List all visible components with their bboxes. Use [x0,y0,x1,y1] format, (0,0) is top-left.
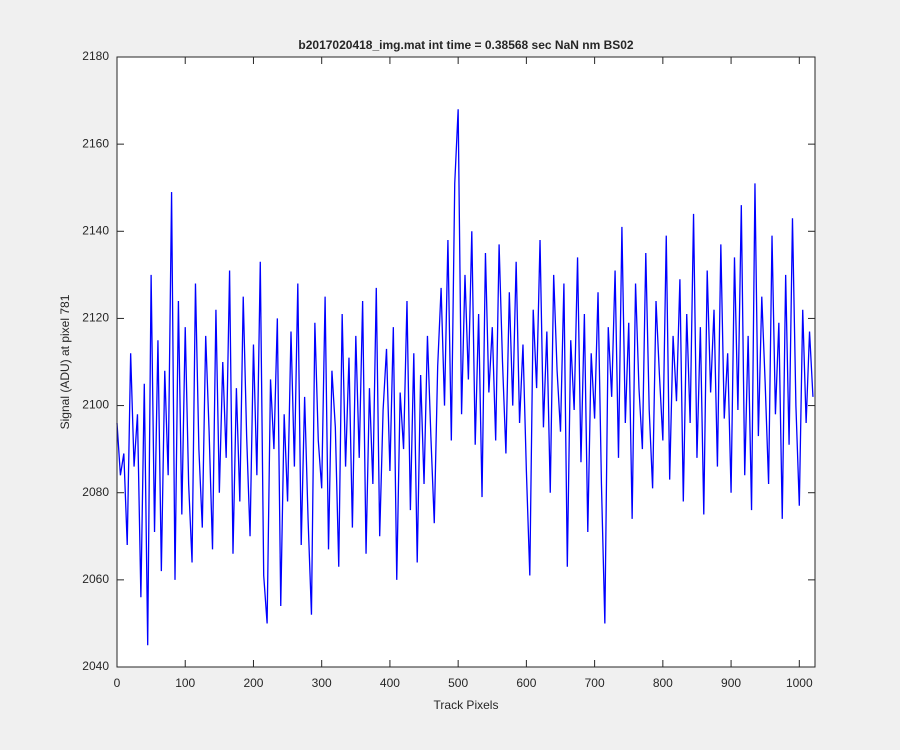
x-tick-label: 400 [380,676,400,690]
x-tick-label: 100 [175,676,195,690]
x-tick-label: 900 [721,676,741,690]
y-tick-label: 2060 [82,572,109,586]
chart-title: b2017020418_img.mat int time = 0.38568 s… [298,38,634,52]
y-tick-label: 2080 [82,485,109,499]
x-axis-label: Track Pixels [434,698,499,712]
plot-area [117,57,815,667]
x-tick-label: 0 [114,676,121,690]
x-tick-label: 200 [243,676,263,690]
y-tick-label: 2140 [82,223,109,237]
y-tick-label: 2120 [82,311,109,325]
y-tick-label: 2160 [82,136,109,150]
x-tick-label: 1000 [786,676,813,690]
x-tick-label: 700 [585,676,605,690]
x-tick-label: 300 [312,676,332,690]
y-tick-label: 2040 [82,659,109,673]
x-tick-label: 500 [448,676,468,690]
y-tick-label: 2100 [82,398,109,412]
y-axis-label: Signal (ADU) at pixel 781 [58,294,72,429]
x-tick-label: 800 [653,676,673,690]
axes-box [116,56,816,668]
x-tick-label: 600 [516,676,536,690]
data-line [116,109,814,646]
y-tick-label: 2180 [82,49,109,63]
